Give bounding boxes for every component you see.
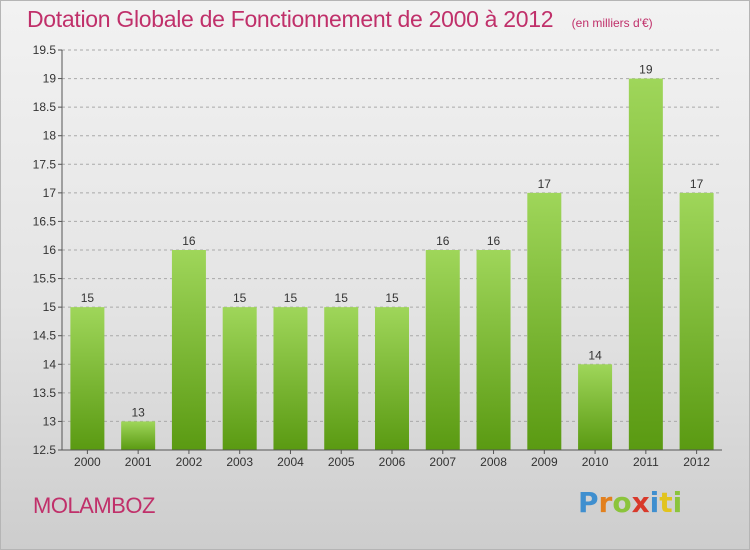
y-tick-label: 16.5 [33, 214, 57, 228]
value-label-2008: 16 [487, 234, 501, 248]
y-tick-label: 17.5 [33, 157, 57, 171]
value-label-2005: 15 [335, 291, 349, 305]
bar-2008 [476, 250, 511, 450]
value-label-2003: 15 [233, 291, 247, 305]
x-tick-label-2000: 2000 [74, 455, 101, 469]
value-label-2010: 14 [588, 348, 602, 362]
bar-2009 [527, 192, 562, 450]
value-label-2006: 15 [385, 291, 399, 305]
y-tick-label: 17 [43, 186, 57, 200]
value-label-2001: 13 [131, 405, 145, 419]
logo-letter-3: x [631, 486, 650, 519]
bar-2010 [578, 364, 613, 450]
y-tick-label: 19.5 [33, 43, 57, 57]
chart-title: Dotation Globale de Fonctionnement de 20… [27, 6, 554, 32]
value-label-2007: 16 [436, 234, 450, 248]
logo-letter-4: i [649, 486, 660, 519]
value-label-2004: 15 [284, 291, 298, 305]
x-tick-label-2004: 2004 [277, 455, 304, 469]
y-tick-label: 15.5 [33, 272, 57, 286]
commune-name: MOLAMBOZ [33, 493, 155, 518]
y-tick-label: 13.5 [33, 386, 57, 400]
title-row: Dotation Globale de Fonctionnement de 20… [27, 6, 653, 33]
x-tick-label-2007: 2007 [429, 455, 456, 469]
bar-2011 [628, 78, 663, 451]
y-tick-label: 13 [43, 414, 57, 428]
logo-letter-0: P [578, 486, 599, 519]
chart-unit: (en milliers d'€) [571, 16, 653, 30]
logo-letter-6: i [672, 486, 683, 519]
value-label-2002: 16 [182, 234, 196, 248]
x-tick-label-2008: 2008 [480, 455, 507, 469]
value-label-2009: 17 [538, 177, 552, 191]
logo-letter-1: r [598, 486, 613, 519]
y-tick-label: 18.5 [33, 100, 57, 114]
bars [70, 78, 714, 451]
x-tick-label-2010: 2010 [582, 455, 609, 469]
x-tick-label-2009: 2009 [531, 455, 558, 469]
y-tick-label: 12.5 [33, 443, 57, 457]
labels: 12.5 13 13.5 14 14.5 15 15.5 16 16.5 17 17.5 18 18.5… [33, 43, 711, 469]
bar-2006 [375, 307, 409, 450]
value-label-2012: 17 [690, 177, 704, 191]
bar-2012 [679, 192, 714, 450]
y-tick-label: 19 [43, 72, 57, 86]
x-tick-label-2002: 2002 [176, 455, 203, 469]
bar-2001 [121, 421, 156, 450]
y-tick-label: 14.5 [33, 329, 57, 343]
axes [58, 49, 722, 454]
value-label-2000: 15 [81, 291, 95, 305]
x-tick-label-2005: 2005 [328, 455, 355, 469]
logo-letter-2: o [612, 486, 632, 519]
bar-2000 [70, 307, 105, 450]
bar-2002 [171, 250, 206, 450]
x-tick-label-2012: 2012 [683, 455, 710, 469]
x-tick-label-2001: 2001 [125, 455, 152, 469]
bar-2007 [425, 250, 460, 450]
bar-2005 [324, 307, 359, 450]
logo-letter-5: t [659, 486, 673, 519]
y-tick-label: 18 [43, 129, 57, 143]
y-tick-label: 15 [43, 300, 57, 314]
y-tick-label: 16 [43, 243, 57, 257]
y-tick-label: 14 [43, 357, 57, 371]
x-tick-label-2011: 2011 [633, 455, 659, 469]
x-tick-label-2006: 2006 [379, 455, 406, 469]
proxiti-logo: Proxiti [578, 486, 682, 519]
bar-2004 [273, 307, 308, 450]
value-label-2011: 19 [639, 63, 653, 77]
x-tick-label-2003: 2003 [226, 455, 253, 469]
bar-2003 [222, 307, 257, 450]
